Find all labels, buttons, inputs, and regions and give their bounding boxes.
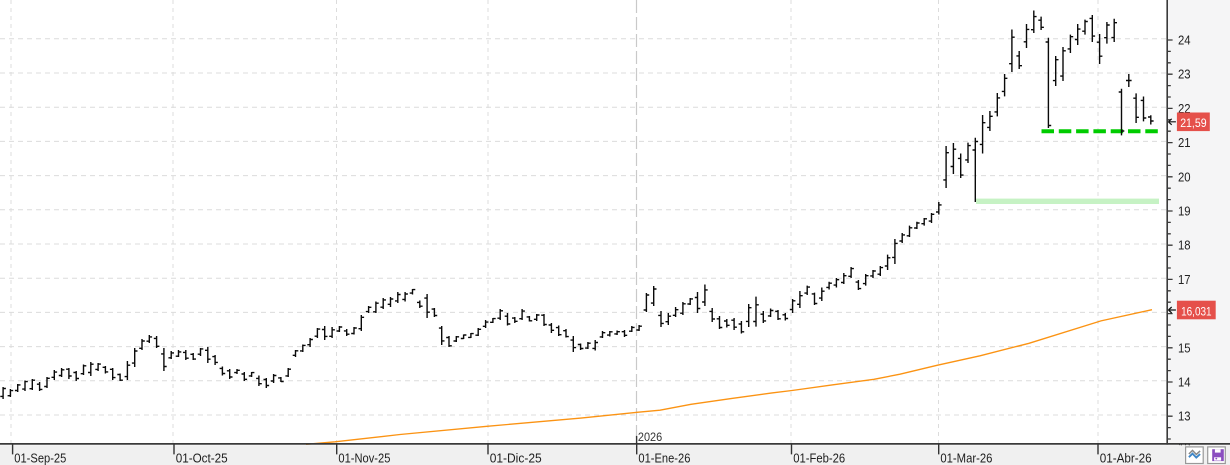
svg-text:22: 22	[1178, 101, 1191, 116]
svg-text:14: 14	[1178, 375, 1191, 390]
svg-text:21: 21	[1178, 135, 1191, 150]
svg-text:17: 17	[1178, 272, 1191, 287]
svg-text:20: 20	[1178, 169, 1191, 184]
svg-text:15: 15	[1178, 340, 1191, 355]
svg-text:18: 18	[1178, 238, 1191, 253]
svg-text:01-Nov-25: 01-Nov-25	[338, 450, 390, 465]
svg-text:01-Mar-26: 01-Mar-26	[940, 450, 992, 465]
svg-text:23: 23	[1178, 67, 1191, 82]
svg-text:01-Oct-25: 01-Oct-25	[176, 450, 228, 465]
svg-text:01-Sep-25: 01-Sep-25	[14, 450, 66, 465]
svg-text:01-Feb-26: 01-Feb-26	[793, 450, 845, 465]
svg-text:19: 19	[1178, 204, 1191, 219]
svg-text:01-Ene-26: 01-Ene-26	[638, 450, 690, 465]
svg-text:2026: 2026	[638, 430, 662, 444]
svg-text:01-Dic-25: 01-Dic-25	[490, 450, 542, 465]
svg-text:13: 13	[1178, 409, 1191, 424]
svg-text:01-Abr-26: 01-Abr-26	[1100, 450, 1152, 465]
svg-text:16,031: 16,031	[1181, 304, 1212, 318]
svg-text:24: 24	[1178, 33, 1191, 48]
svg-text:21,59: 21,59	[1180, 116, 1206, 130]
